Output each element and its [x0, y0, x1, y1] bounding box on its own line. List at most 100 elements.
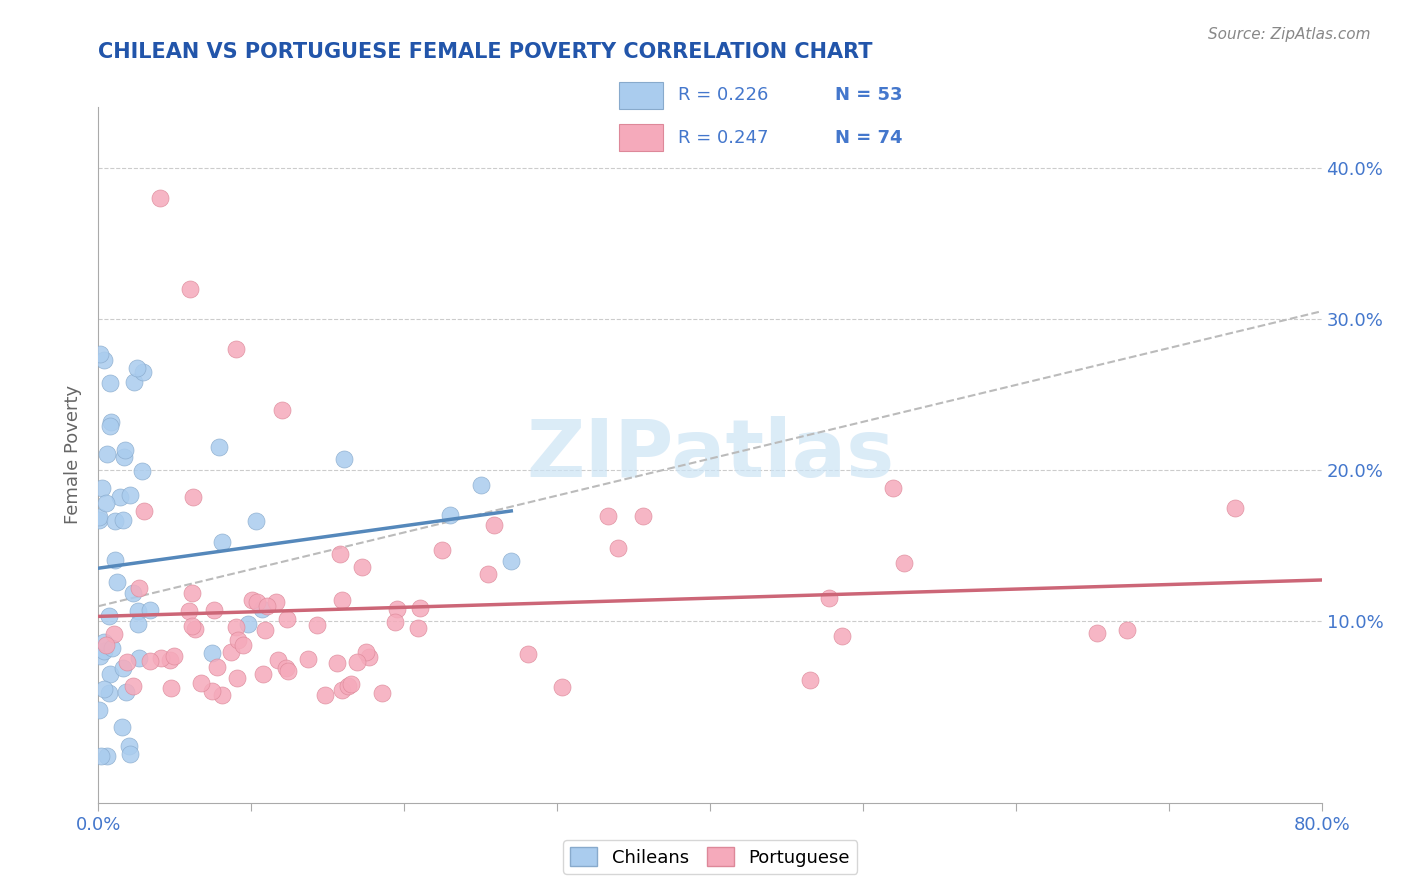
- Text: N = 53: N = 53: [835, 87, 903, 104]
- Point: [150, 651, 173, 665]
- Point: [118, 487, 141, 501]
- Point: [96, 447, 118, 461]
- Legend: Chileans, Portuguese: Chileans, Portuguese: [562, 840, 858, 874]
- Point: [90, 481, 112, 495]
- Point: [93, 635, 115, 649]
- Point: [831, 629, 853, 643]
- Point: [470, 478, 492, 492]
- Point: [439, 508, 461, 523]
- Point: [98, 667, 121, 681]
- Point: [100, 418, 122, 433]
- Point: [162, 649, 184, 664]
- Bar: [619, 124, 664, 152]
- Point: [326, 656, 349, 670]
- Point: [89, 648, 111, 663]
- Text: R = 0.247: R = 0.247: [678, 128, 768, 146]
- Point: [245, 595, 267, 609]
- Point: [111, 513, 134, 527]
- Point: [211, 689, 233, 703]
- Point: [181, 585, 204, 599]
- Point: [103, 626, 125, 640]
- Point: [131, 464, 153, 478]
- Point: [631, 509, 654, 524]
- Text: R = 0.226: R = 0.226: [678, 87, 768, 104]
- Point: [179, 281, 201, 295]
- Point: [409, 601, 432, 615]
- Point: [112, 450, 135, 464]
- Point: [115, 655, 138, 669]
- Point: [359, 650, 381, 665]
- Point: [242, 592, 264, 607]
- Point: [354, 645, 377, 659]
- Point: [139, 603, 162, 617]
- Point: [111, 720, 134, 734]
- Point: [96, 748, 118, 763]
- Point: [205, 660, 228, 674]
- Point: [101, 641, 124, 656]
- Point: [274, 660, 297, 674]
- Point: [87, 510, 110, 524]
- Point: [104, 514, 127, 528]
- Point: [128, 581, 150, 595]
- Point: [1225, 500, 1247, 515]
- Point: [94, 638, 117, 652]
- Point: [384, 615, 406, 629]
- Text: ZIPatlas: ZIPatlas: [526, 416, 894, 494]
- Point: [202, 603, 225, 617]
- Point: [132, 365, 155, 379]
- Point: [183, 491, 205, 505]
- Point: [225, 619, 247, 633]
- Point: [98, 376, 121, 391]
- Point: [516, 648, 538, 662]
- Point: [1115, 624, 1137, 638]
- Point: [127, 603, 149, 617]
- Text: Source: ZipAtlas.com: Source: ZipAtlas.com: [1208, 27, 1371, 42]
- Point: [332, 682, 354, 697]
- Point: [307, 617, 329, 632]
- Point: [114, 443, 136, 458]
- Point: [252, 667, 274, 681]
- Point: [550, 680, 572, 694]
- Point: [314, 688, 336, 702]
- Point: [122, 375, 145, 389]
- Point: [225, 342, 247, 356]
- Point: [385, 602, 408, 616]
- Point: [226, 671, 249, 685]
- Point: [598, 508, 620, 523]
- Point: [245, 514, 267, 528]
- Point: [94, 496, 117, 510]
- Y-axis label: Female Poverty: Female Poverty: [65, 385, 83, 524]
- Point: [330, 593, 353, 607]
- Point: [93, 644, 115, 658]
- Point: [201, 646, 224, 660]
- Point: [127, 617, 149, 632]
- Point: [98, 686, 121, 700]
- Point: [228, 633, 250, 648]
- Point: [346, 655, 368, 669]
- Point: [120, 747, 142, 761]
- Point: [159, 652, 181, 666]
- Point: [406, 621, 429, 635]
- Point: [181, 619, 204, 633]
- Point: [352, 560, 374, 574]
- Point: [190, 676, 212, 690]
- Point: [477, 566, 499, 581]
- Point: [93, 353, 115, 368]
- Point: [297, 652, 319, 666]
- Point: [333, 452, 356, 467]
- Point: [104, 553, 127, 567]
- Point: [232, 638, 254, 652]
- Point: [139, 654, 162, 668]
- Point: [818, 591, 841, 606]
- Point: [277, 664, 299, 678]
- Point: [105, 574, 128, 589]
- Point: [607, 541, 630, 556]
- Point: [159, 681, 181, 695]
- Point: [179, 604, 201, 618]
- Point: [482, 518, 505, 533]
- Point: [97, 609, 120, 624]
- Point: [501, 554, 523, 568]
- Point: [90, 748, 112, 763]
- Point: [125, 360, 148, 375]
- Point: [430, 542, 453, 557]
